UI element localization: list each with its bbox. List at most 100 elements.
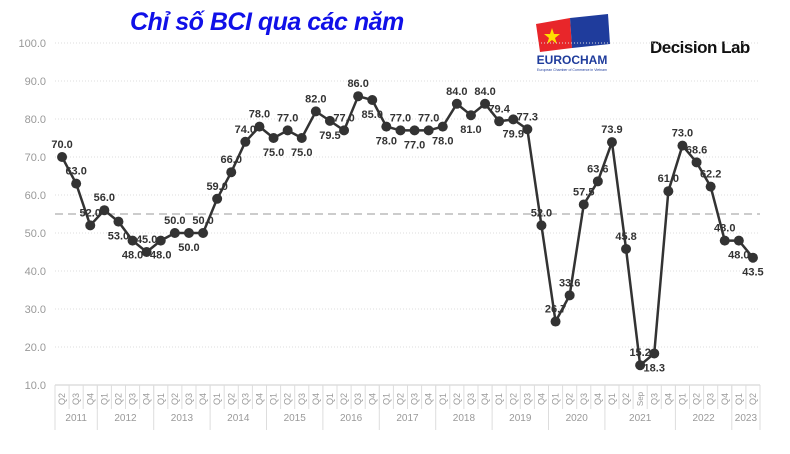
data-point	[465, 110, 476, 121]
data-point	[254, 121, 265, 132]
x-category-label: Q2	[226, 393, 236, 405]
data-point	[649, 348, 660, 359]
data-point	[198, 228, 209, 238]
x-category-label: Q4	[593, 393, 603, 405]
data-point	[536, 220, 547, 231]
data-label: 62.2	[700, 169, 721, 181]
x-category-label: Q2	[508, 393, 518, 405]
x-year-label: 2023	[735, 413, 758, 424]
x-category-label: Q3	[353, 393, 363, 405]
data-point	[719, 235, 730, 246]
x-year-label: 2020	[566, 413, 589, 424]
data-point	[592, 176, 603, 187]
x-category-label: Q2	[113, 393, 123, 405]
data-point	[437, 121, 448, 132]
data-point	[691, 157, 702, 168]
x-year-label: 2019	[509, 413, 532, 424]
data-label: 48.0	[714, 223, 735, 235]
data-label: 84.0	[446, 86, 467, 98]
data-label: 33.6	[559, 277, 580, 289]
x-category-label: Q1	[269, 393, 279, 405]
x-category-label: Q3	[522, 393, 532, 405]
x-category-label: Q4	[142, 393, 152, 405]
data-point	[85, 220, 96, 231]
x-category-label: Q1	[156, 393, 166, 405]
data-point	[733, 235, 744, 246]
data-label: 68.6	[686, 144, 707, 156]
eurocham-logo-text: EUROCHAM	[537, 53, 608, 67]
data-point	[240, 136, 251, 147]
data-label: 77.0	[404, 139, 425, 151]
data-point	[522, 124, 533, 135]
data-point	[155, 235, 166, 246]
x-category-label: Q4	[367, 393, 377, 405]
data-label: 78.0	[249, 109, 270, 121]
x-category-label: Q3	[466, 393, 476, 405]
x-year-label: 2013	[171, 413, 194, 424]
data-point	[494, 116, 505, 127]
data-point	[339, 125, 350, 136]
data-label: 15.2	[629, 347, 650, 359]
data-point	[635, 360, 646, 371]
x-category-label: Q2	[692, 393, 702, 405]
data-label: 79.4	[488, 103, 510, 115]
data-label: 52.0	[531, 207, 552, 219]
data-label: 45.0	[136, 234, 157, 246]
x-category-label: Q2	[452, 393, 462, 405]
data-point	[212, 193, 223, 204]
x-year-label: 2017	[396, 413, 419, 424]
data-point	[99, 205, 110, 216]
data-point	[141, 247, 152, 257]
x-category-label: Q2	[170, 393, 180, 405]
data-label: 77.0	[333, 112, 354, 124]
x-category-label: Q3	[579, 393, 589, 405]
x-category-label: Q1	[494, 393, 504, 405]
data-label: 77.0	[418, 112, 439, 124]
data-label: 50.0	[178, 242, 199, 254]
y-tick-label: 10.0	[25, 380, 46, 392]
data-point	[268, 133, 279, 143]
data-label: 78.0	[376, 136, 397, 148]
x-category-label: Q1	[551, 393, 561, 405]
data-point	[324, 115, 335, 126]
x-category-label: Q1	[99, 393, 109, 405]
data-point	[747, 252, 758, 263]
data-label: 50.0	[192, 215, 213, 227]
data-label: 63.0	[65, 166, 86, 178]
data-point	[183, 228, 194, 238]
data-label: 52.0	[80, 207, 101, 219]
data-label: 48.0	[728, 250, 749, 262]
y-tick-label: 30.0	[25, 304, 46, 316]
data-label: 78.0	[432, 136, 453, 148]
data-label: 82.0	[305, 93, 326, 105]
y-tick-label: 70.0	[25, 152, 46, 164]
data-label: 59.0	[206, 181, 227, 193]
data-point	[226, 167, 237, 178]
y-tick-label: 100.0	[18, 38, 46, 50]
data-label: 74.0	[235, 124, 256, 136]
x-category-label: Q4	[198, 393, 208, 405]
data-point	[169, 228, 180, 238]
x-category-label: Q1	[212, 393, 222, 405]
data-label: 77.3	[517, 111, 538, 123]
chart-title: Chỉ số BCI qua các năm	[130, 8, 404, 36]
data-point	[663, 186, 674, 197]
data-point	[423, 125, 434, 136]
data-label: 79.9	[503, 128, 524, 140]
x-category-label: Q4	[424, 393, 434, 405]
data-label: 45.8	[615, 231, 636, 243]
data-label: 73.9	[601, 124, 622, 136]
data-point	[550, 316, 561, 327]
series-line	[60, 94, 754, 368]
x-category-label: Q4	[720, 393, 730, 405]
x-category-label: Q2	[395, 393, 405, 405]
eurocham-logo-subtext: European Chamber of Commerce in Vietnam	[537, 68, 607, 72]
data-label: 75.0	[263, 147, 284, 159]
data-point	[127, 235, 138, 246]
data-point	[367, 95, 378, 105]
x-year-label: 2014	[227, 413, 250, 424]
data-point	[508, 114, 519, 125]
data-point	[381, 121, 392, 132]
data-point	[57, 152, 68, 162]
